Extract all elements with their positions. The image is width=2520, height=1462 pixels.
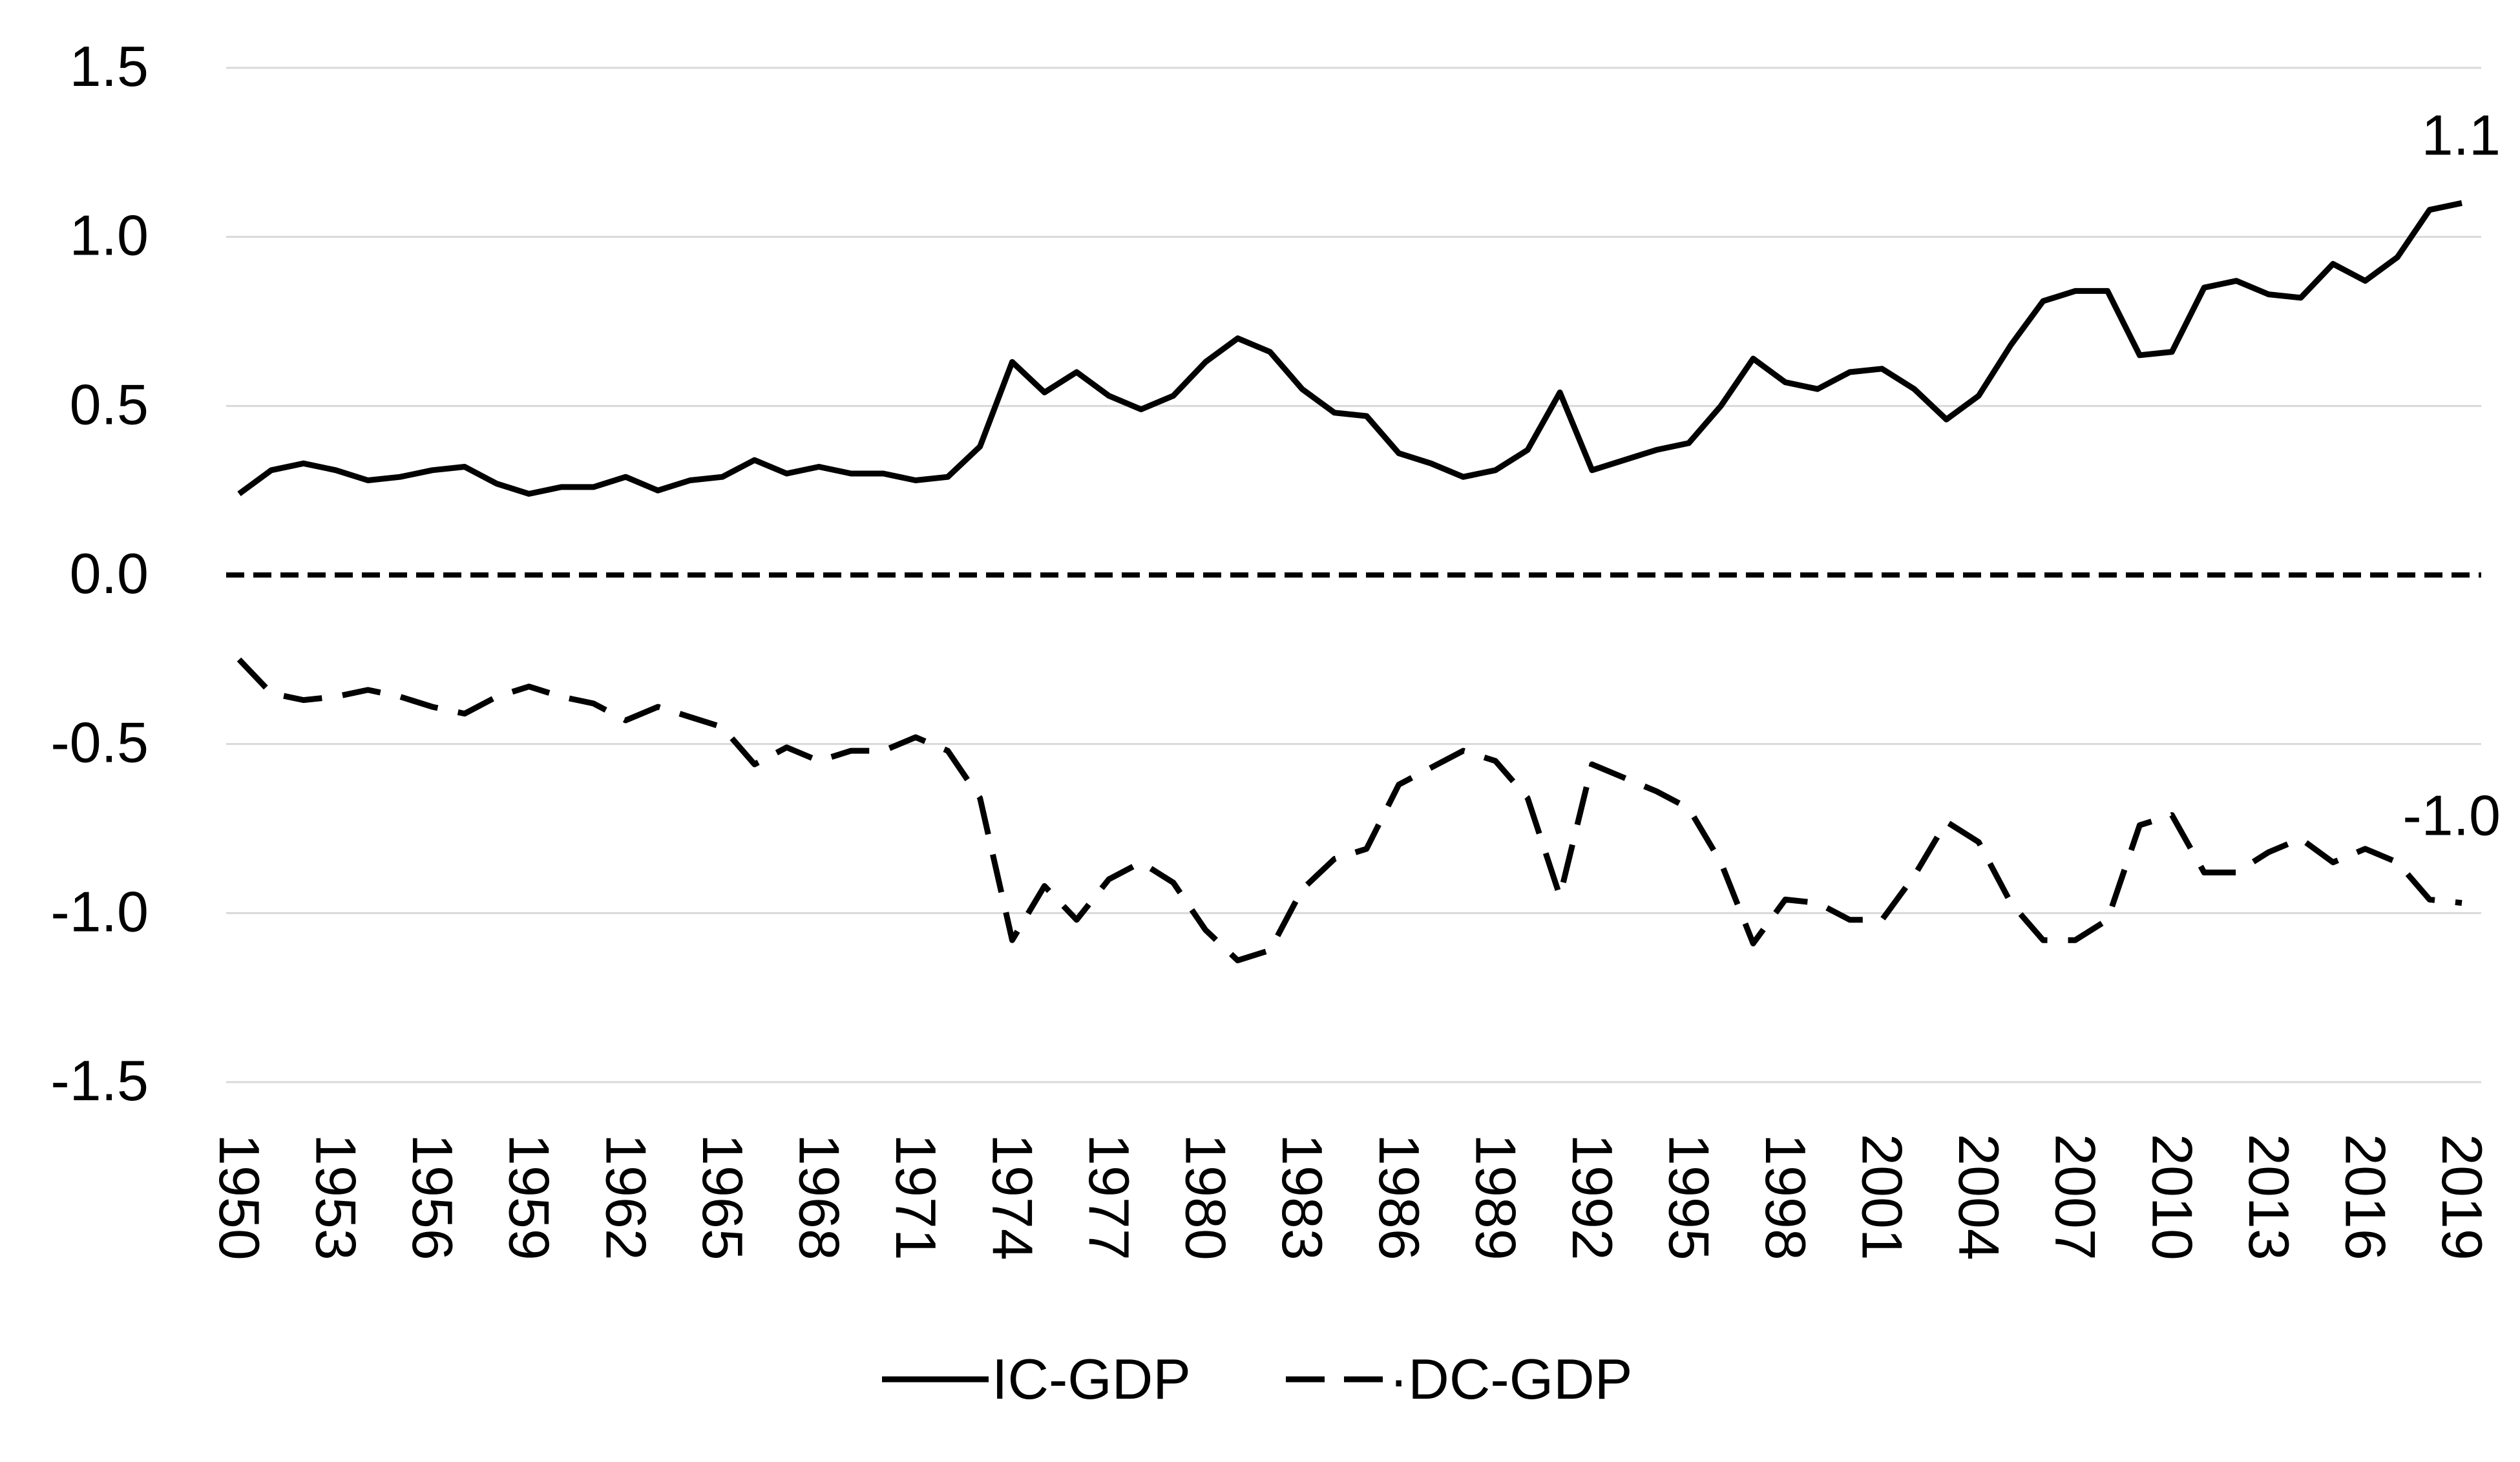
x-tick-label: 1983 bbox=[1270, 1134, 1334, 1260]
x-tick-label: 2010 bbox=[2140, 1134, 2204, 1260]
x-axis-tick-labels: 1950 1953 1956 1959 1962 1965 1968 1971 1974 1977… bbox=[207, 1134, 2494, 1260]
x-tick-label: 1989 bbox=[1464, 1134, 1528, 1260]
y-axis-tick-labels: 1.5 1.0 0.5 0.0 -0.5 -1.0 -1.5 bbox=[50, 34, 149, 1112]
series-lines bbox=[236, 200, 2462, 964]
x-tick-label: 2013 bbox=[2237, 1134, 2301, 1260]
y-tick-label: 0.5 bbox=[70, 372, 149, 436]
y-tick-label: -1.0 bbox=[50, 879, 149, 943]
x-tick-label: 1953 bbox=[304, 1134, 368, 1260]
end-labels: 1.1 -1.0 bbox=[2402, 103, 2501, 847]
x-tick-label: 2001 bbox=[1851, 1134, 1915, 1260]
series-line-ic-gdp bbox=[237, 200, 2462, 497]
x-tick-label: 1995 bbox=[1657, 1134, 1721, 1260]
x-tick-label: 1956 bbox=[401, 1134, 465, 1260]
y-tick-label: -1.5 bbox=[50, 1049, 149, 1112]
x-tick-label: 2007 bbox=[2044, 1134, 2108, 1260]
y-tick-label: 1.5 bbox=[70, 34, 149, 98]
end-label-dc-gdp: -1.0 bbox=[2402, 784, 2501, 848]
x-tick-label: 1998 bbox=[1754, 1134, 1818, 1260]
x-tick-label: 1965 bbox=[691, 1134, 755, 1260]
x-tick-label: 1980 bbox=[1174, 1134, 1238, 1260]
legend: IC-GDP ·DC-GDP bbox=[882, 1347, 1632, 1411]
x-tick-label: 1968 bbox=[787, 1134, 851, 1260]
end-label-ic-gdp: 1.1 bbox=[2422, 103, 2501, 167]
x-tick-label: 1971 bbox=[884, 1134, 948, 1260]
y-tick-label: 1.0 bbox=[70, 204, 149, 267]
series-line-dc-gdp bbox=[236, 657, 2462, 964]
x-tick-label: 1986 bbox=[1367, 1134, 1431, 1260]
y-tick-label: -0.5 bbox=[50, 711, 149, 775]
x-tick-label: 2019 bbox=[2430, 1134, 2494, 1260]
x-tick-label: 2016 bbox=[2333, 1134, 2397, 1260]
legend-label-dc-gdp: ·DC-GDP bbox=[1389, 1347, 1632, 1411]
y-tick-label: 0.0 bbox=[70, 541, 149, 605]
x-tick-label: 1974 bbox=[981, 1134, 1045, 1260]
x-tick-label: 1962 bbox=[594, 1134, 658, 1260]
x-tick-label: 1959 bbox=[498, 1134, 562, 1260]
x-tick-label: 2004 bbox=[1947, 1134, 2011, 1260]
x-tick-label: 1977 bbox=[1077, 1134, 1141, 1260]
x-tick-label: 1992 bbox=[1560, 1134, 1624, 1260]
legend-label-ic-gdp: IC-GDP bbox=[992, 1347, 1191, 1411]
gridlines bbox=[226, 67, 2481, 1083]
x-tick-label: 1950 bbox=[207, 1134, 271, 1260]
